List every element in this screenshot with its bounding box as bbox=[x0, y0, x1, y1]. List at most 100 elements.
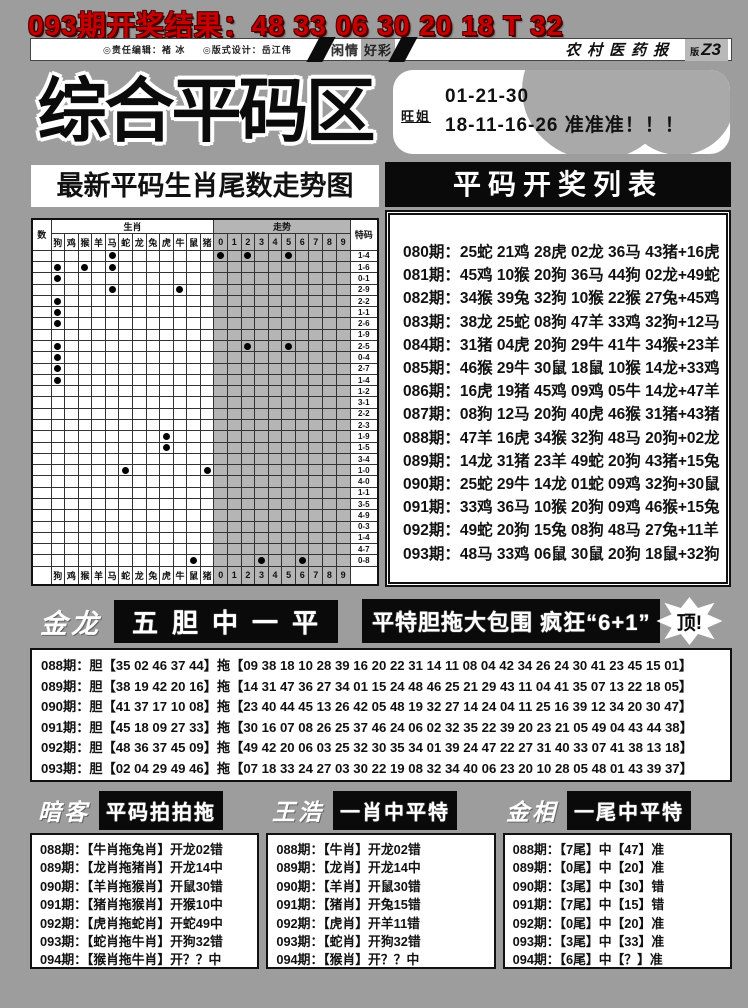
chart-cell bbox=[254, 396, 269, 409]
chart-zodiac-col-label: 猪 bbox=[199, 565, 215, 586]
chart-row: 1-1 bbox=[31, 306, 379, 319]
chart-cell bbox=[240, 272, 256, 285]
panel-row: 091期：【猪肖】开兔15错 bbox=[276, 897, 421, 913]
chart-cell bbox=[186, 261, 201, 274]
chart-cell bbox=[50, 351, 66, 364]
chart-cell bbox=[254, 452, 269, 466]
chart-cell bbox=[254, 554, 269, 567]
chart-cell bbox=[50, 520, 66, 533]
chart-cell bbox=[335, 283, 351, 296]
chart-cell bbox=[335, 249, 351, 263]
dantuo-row: 088期：胆【35 02 46 37 44】拖【09 38 18 10 28 3… bbox=[41, 658, 693, 673]
chart-cell bbox=[254, 328, 269, 342]
chart-period-cell bbox=[31, 486, 52, 499]
chart-cell bbox=[294, 362, 310, 375]
chart-cell bbox=[199, 306, 215, 319]
chart-cell bbox=[77, 486, 93, 499]
chart-cell bbox=[199, 351, 215, 364]
chart-cell bbox=[50, 385, 66, 398]
chart-cell bbox=[64, 497, 79, 511]
chart-cell bbox=[50, 486, 66, 499]
chart-cell bbox=[131, 283, 147, 296]
chart-cell bbox=[322, 419, 337, 432]
chart-cell bbox=[294, 486, 310, 499]
draw-list-row: 082期：34猴 39兔 32狗 10猴 22猴 27兔+45鸡 bbox=[403, 290, 720, 308]
chart-cell bbox=[172, 373, 188, 387]
promo-slogan-1: 五胆中一平 bbox=[114, 599, 339, 643]
chart-cell bbox=[131, 430, 147, 443]
chart-row: 3-4 bbox=[31, 452, 379, 466]
chart-cell bbox=[267, 272, 283, 285]
panel-title-2: 一肖中平特 bbox=[333, 790, 457, 830]
chart-row: 1-0 bbox=[31, 464, 379, 477]
chart-cell bbox=[91, 554, 106, 567]
draw-list-row: 090期：25蛇 29牛 14龙 01蛇 09鸡 32狗+30鼠 bbox=[403, 476, 720, 494]
panel-row: 089期：【龙肖拖猪肖】开龙14中 bbox=[40, 860, 223, 876]
chart-cell bbox=[186, 531, 201, 545]
chart-cell bbox=[145, 520, 161, 533]
chart-cell bbox=[172, 475, 188, 488]
chart-cell bbox=[308, 407, 324, 421]
chart-cell bbox=[254, 520, 269, 533]
tip-lines: 01-21-30 18-11-16-26 准准准！！！ bbox=[445, 82, 685, 140]
chart-dot bbox=[244, 252, 252, 260]
chart-dot bbox=[54, 376, 62, 384]
chart-cell bbox=[104, 486, 120, 499]
chart-row: 1-2 bbox=[31, 385, 379, 398]
chart-cell bbox=[227, 306, 242, 319]
chart-cell bbox=[91, 396, 106, 409]
chart-cell bbox=[91, 520, 106, 533]
chart-cell bbox=[64, 486, 79, 499]
chart-cell bbox=[172, 554, 188, 567]
chart-cell bbox=[91, 351, 106, 364]
chart-cell bbox=[131, 261, 147, 274]
chart-cell bbox=[294, 407, 310, 421]
chart-cell bbox=[308, 396, 324, 409]
chart-cell bbox=[199, 283, 215, 296]
chart-cell bbox=[267, 554, 283, 567]
chart-period-cell bbox=[31, 317, 52, 330]
chart-trend-col-label: 8 bbox=[322, 233, 337, 251]
chart-cell bbox=[104, 306, 120, 319]
chart-cell bbox=[131, 419, 147, 432]
chart-cell bbox=[77, 509, 93, 522]
chart-cell bbox=[77, 272, 93, 285]
chart-cell bbox=[118, 419, 133, 432]
chart-cell bbox=[254, 385, 269, 398]
chart-cell bbox=[159, 531, 174, 545]
chart-dot bbox=[54, 353, 62, 361]
chart-dot bbox=[122, 466, 130, 474]
chart-cell bbox=[64, 362, 79, 375]
chart-zodiac-group-header: 生肖 bbox=[50, 218, 215, 235]
chart-dot bbox=[54, 308, 62, 316]
chart-cell bbox=[159, 373, 174, 387]
chart-cell bbox=[267, 419, 283, 432]
panel-anke: 088期：【牛肖拖兔肖】开龙02错 089期：【龙肖拖猪肖】开龙14中 090期：【… bbox=[30, 833, 260, 969]
chart-cell bbox=[118, 441, 133, 454]
chart-row: 1-9 bbox=[31, 328, 379, 342]
chart-cell bbox=[64, 531, 79, 545]
chart-cell bbox=[91, 294, 106, 308]
chart-cell bbox=[322, 452, 337, 466]
chart-cell bbox=[31, 565, 52, 586]
chart-cell bbox=[199, 294, 215, 308]
chart-cell bbox=[227, 520, 242, 533]
chart-cell bbox=[213, 351, 229, 364]
chart-cell bbox=[213, 340, 229, 353]
panel-row: 093期：【蛇肖拖牛肖】开狗32错 bbox=[40, 934, 223, 950]
chart-cell bbox=[131, 249, 147, 263]
chart-cell bbox=[267, 441, 283, 454]
chart-cell bbox=[267, 283, 283, 296]
chart-cell bbox=[254, 294, 269, 308]
chart-cell bbox=[118, 486, 133, 499]
chart-cell bbox=[227, 373, 242, 387]
chart-special-value: 1-0 bbox=[349, 464, 379, 477]
chart-cell bbox=[145, 272, 161, 285]
chart-cell bbox=[172, 328, 188, 342]
tip-box: 旺姐 01-21-30 18-11-16-26 准准准！！！ bbox=[393, 70, 730, 154]
chart-cell bbox=[50, 497, 66, 511]
chart-cell bbox=[104, 531, 120, 545]
chart-cell bbox=[294, 351, 310, 364]
chart-cell bbox=[227, 497, 242, 511]
chart-cell bbox=[254, 441, 269, 454]
